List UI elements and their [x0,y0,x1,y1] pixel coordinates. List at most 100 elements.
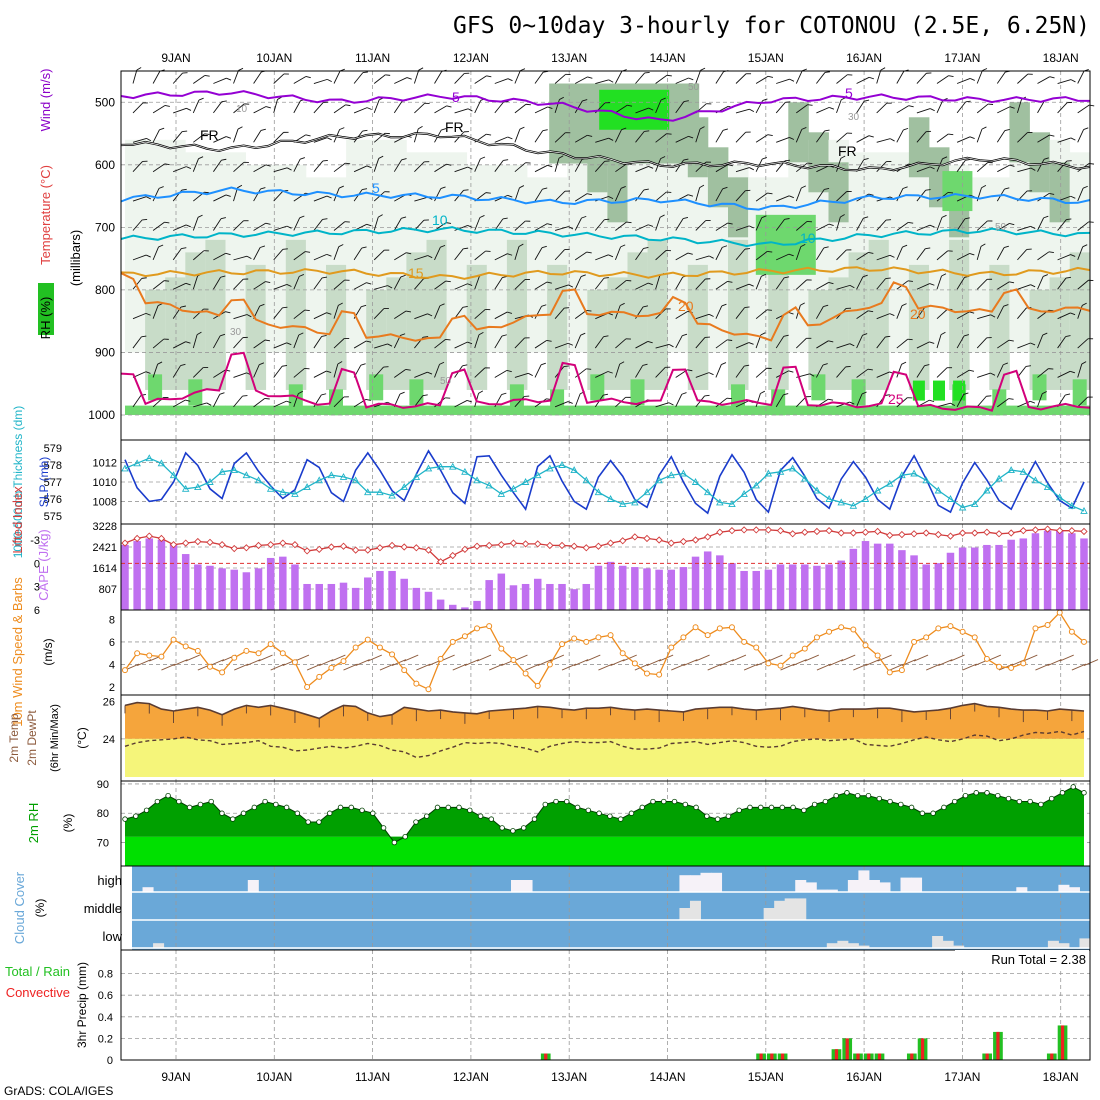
cape-bar [461,607,469,610]
wind-axis-label: Wind (m/s) [38,69,53,132]
thickness-point [970,500,979,508]
wind-barb [446,163,452,166]
wind-barb [1030,284,1036,288]
wind-barb [400,274,406,278]
rh-shade [366,289,387,390]
wind-speed-point [583,638,590,645]
wind-barb [709,255,714,259]
wind-barb [467,341,473,345]
wind-barb [807,162,813,165]
wind-barb [996,71,1006,84]
wind-barb [558,155,564,159]
thickness-point [461,467,469,475]
wind-barb [173,166,187,173]
wind-barb [152,71,161,84]
wind-barb [213,252,226,261]
thickness-point [776,467,785,475]
wind-barb [394,310,407,320]
wind-barb [173,107,187,114]
wind-barb-10m [234,663,249,671]
wind-barb [333,70,341,84]
wind-barb [265,106,271,109]
wind-barb [828,340,834,343]
rh-tick: 90 [97,779,109,791]
wind-barb [1003,304,1009,307]
wind-barb [784,159,790,162]
wind-barb [1025,365,1032,367]
rh-point [941,804,947,811]
wind-barb-10m [731,654,747,662]
wind-barb [695,255,710,261]
wind-barb [849,343,855,347]
wind-barb [132,102,144,114]
wind-barb [204,75,210,77]
rh-legend-swatch [38,283,54,335]
wind-barb [836,158,842,172]
lifted-index-point [849,529,857,537]
lifted-index-point [1031,526,1040,534]
wind-barb [514,372,529,378]
wind-barb [627,104,633,107]
cloud-cell [858,870,870,892]
wind-speed-point [352,644,359,651]
precip-tick: 0.2 [98,1033,113,1045]
wind-barb [494,194,508,202]
rh-point [510,828,516,834]
rh-shade [828,405,849,415]
wind-barb [642,305,649,308]
pressure-tick: 500 [95,95,115,109]
cloud-cell [521,880,533,892]
wind-speed-point [923,634,930,641]
wind-barb [675,276,684,290]
wind-barb [503,159,509,161]
wind-barb [273,73,285,84]
wind-barb [755,367,767,378]
wind-barb-10m [646,659,662,667]
wind-barb [198,97,204,101]
wind-barb [173,224,187,231]
wind-barb [924,364,930,367]
wind-barb [463,189,469,191]
wind-barb [655,133,667,143]
wind-barb [574,100,583,114]
lifted-index-point [230,544,238,553]
wind-barb [373,99,380,114]
wind-barb [809,373,815,377]
wind-barb [221,100,227,103]
cloud-row-label: low [102,929,122,944]
wind-barb [574,193,588,202]
wind-barb [655,99,662,114]
wind-barb [997,398,1009,408]
thickness-tick: 579 [44,443,62,455]
wind-speed-point [1008,664,1015,671]
cape-bar [618,565,627,610]
wind-barb [744,248,750,250]
wind-speed-point [146,652,153,659]
wind-barb [969,78,975,81]
wind-barb [299,274,305,277]
wind-barb [715,247,723,261]
lifted-index-point [1043,525,1052,533]
cape-bar [242,572,251,610]
wind-barb [1065,335,1071,338]
rh-shade [908,405,930,415]
lifted-index-point [364,546,372,554]
wind-barb [405,310,412,313]
wind-barb [1081,361,1087,365]
wind-barb [394,252,407,261]
wind-barb [259,245,266,248]
cape-tick: 1614 [93,563,117,575]
date-label-bottom: 9JAN [161,1070,190,1084]
wind-barb [683,100,689,102]
thickness-point [740,489,748,497]
wind-barb [1077,338,1089,349]
rh-shade [406,252,427,390]
wind-barb [681,392,687,395]
lifted-index-point [436,558,445,566]
wind-speed-point [522,670,529,677]
wind-barb [326,370,332,373]
wind-barb [580,274,586,277]
cape-bar [546,583,554,610]
wind-barb [574,251,588,261]
lifted-index-point [971,529,979,537]
